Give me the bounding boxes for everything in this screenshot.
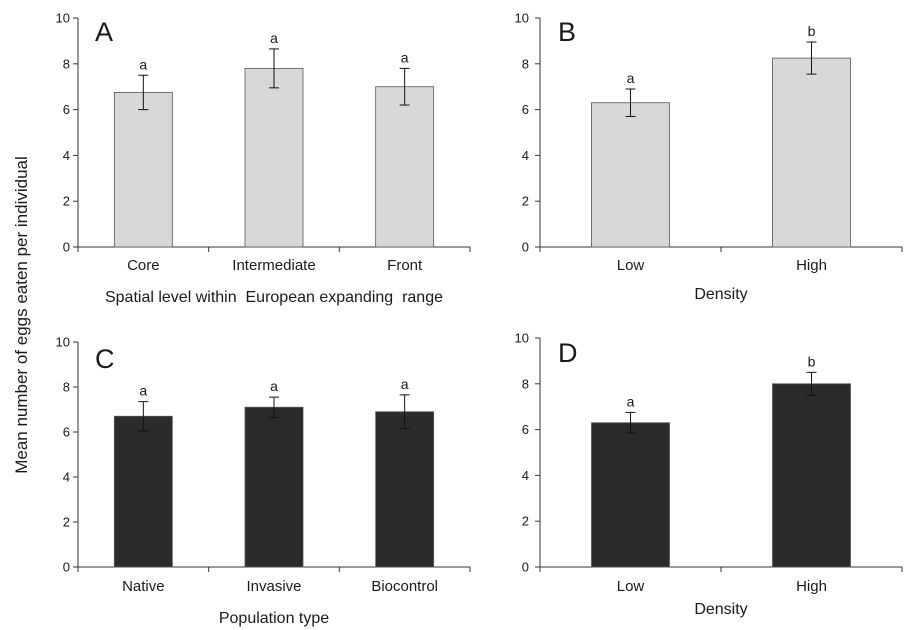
panel-c-bar-native — [113, 415, 173, 568]
panel-d-x-axis-label: Density — [694, 601, 747, 618]
panel-a-y-tick-label: 8 — [63, 56, 70, 71]
panel-d-y-tick-label: 4 — [522, 468, 529, 483]
panel-c-significance-letter: a — [270, 378, 278, 394]
panel-b-y-tick-label: 0 — [522, 240, 529, 255]
panel-d-y-tick-label: 2 — [522, 514, 529, 529]
panel-a-significance-letter: a — [270, 30, 278, 46]
panel-b-y-tick-label: 4 — [522, 148, 529, 163]
shared-y-axis-label: Mean number of eggs eaten per individual — [12, 156, 31, 474]
panel-b-y-tick-label: 8 — [522, 56, 529, 71]
panel-a-letter: A — [95, 17, 113, 47]
panel-d-category-label: High — [796, 578, 827, 595]
panel-a-category-label: Intermediate — [232, 257, 315, 274]
panel-c-bar-biocontrol — [375, 411, 435, 568]
panel-b-bar-low — [591, 102, 670, 248]
panel-b-significance-letter: a — [627, 70, 635, 86]
panel-d-y-tick-label: 8 — [522, 376, 529, 391]
panel-c-letter: C — [95, 344, 115, 374]
panel-a-y-tick-label: 2 — [63, 194, 70, 209]
panel-b-y-tick-label: 6 — [522, 102, 529, 117]
panel-b-letter: B — [558, 17, 576, 47]
panel-a-bar-front — [375, 86, 435, 248]
panel-c-category-label: Biocontrol — [371, 578, 438, 595]
panel-c-y-tick-label: 0 — [63, 560, 70, 575]
panel-c-y-tick-label: 2 — [63, 515, 70, 530]
panel-d-letter: D — [558, 338, 578, 368]
panel-a-significance-letter: a — [139, 56, 147, 72]
panel-c-bar-invasive — [244, 406, 304, 568]
panel-a-x-axis-label: Spatial level within European expanding … — [105, 289, 443, 306]
panel-b-y-tick-label: 2 — [522, 194, 529, 209]
panel-a-category-label: Front — [387, 257, 423, 274]
panel-d-bar-high — [772, 383, 851, 568]
panel-d-y-tick-label: 6 — [522, 422, 529, 437]
panel-c-x-axis-label: Population type — [219, 610, 329, 627]
panel-d-bar-low — [591, 422, 670, 568]
panel-a-bar-intermediate — [244, 67, 304, 248]
panel-c-y-tick-label: 4 — [63, 470, 70, 485]
panel-b-category-label: Low — [617, 257, 645, 274]
panel-c-category-label: Native — [122, 578, 165, 595]
panel-a-bar-core — [113, 92, 173, 248]
panel-b-category-label: High — [796, 257, 827, 274]
panel-b-bar-high — [772, 57, 851, 248]
panel-d-significance-letter: a — [627, 393, 635, 409]
panel-b-x-axis-label: Density — [694, 286, 747, 303]
panel-a-significance-letter: a — [401, 49, 409, 65]
panel-c-y-tick-label: 8 — [63, 380, 70, 395]
panel-d-category-label: Low — [617, 578, 645, 595]
panel-c-significance-letter: a — [401, 376, 409, 392]
panel-c-y-tick-label: 10 — [56, 335, 70, 350]
panel-c-significance-letter: a — [139, 383, 147, 399]
panel-d-y-tick-label: 10 — [515, 331, 529, 346]
panel-b-significance-letter: b — [808, 23, 816, 39]
panel-d-y-tick-label: 0 — [522, 560, 529, 575]
panel-c-y-tick-label: 6 — [63, 425, 70, 440]
panel-a-y-tick-label: 6 — [63, 102, 70, 117]
panel-a-y-tick-label: 10 — [56, 11, 70, 26]
panel-d-significance-letter: b — [808, 353, 816, 369]
panel-a-y-tick-label: 4 — [63, 148, 70, 163]
panel-a-category-label: Core — [127, 257, 160, 274]
panel-c-category-label: Invasive — [246, 578, 301, 595]
panel-a-y-tick-label: 0 — [63, 240, 70, 255]
panel-b-y-tick-label: 10 — [515, 11, 529, 26]
